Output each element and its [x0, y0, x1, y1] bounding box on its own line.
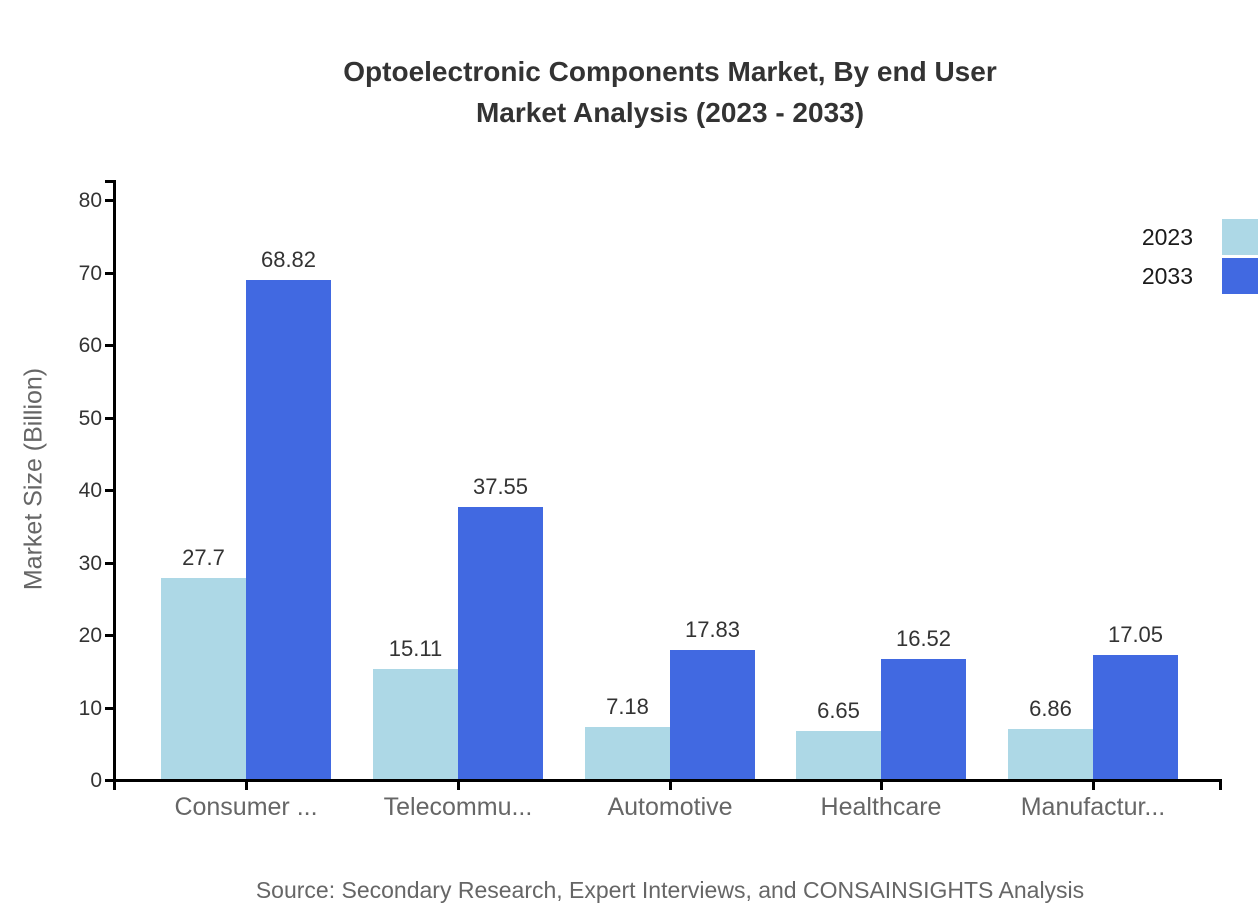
y-tick-label: 60: [78, 334, 102, 357]
bar-2023: [373, 669, 458, 779]
legend-label-2023: 2023: [1141, 223, 1193, 250]
y-axis-end-tick: [105, 180, 113, 183]
value-label: 15.11: [388, 636, 443, 661]
y-tick-label: 10: [78, 697, 102, 720]
legend-swatch-2023: [1222, 219, 1258, 255]
value-label: 6.86: [1029, 696, 1072, 721]
y-tick-label: 80: [78, 189, 102, 212]
legend-swatch-2033: [1222, 258, 1258, 294]
legend-item-2023: 2023: [1142, 219, 1258, 255]
x-axis-right-end-tick: [1219, 782, 1222, 790]
chart-title-line2: Market Analysis (2023 - 2033): [475, 97, 865, 128]
x-axis-left-end-tick: [113, 782, 116, 790]
legend-label-2033: 2033: [1141, 262, 1193, 289]
bar-2033: [1093, 655, 1178, 779]
y-tick: [105, 707, 113, 710]
value-label: 27.7: [182, 545, 225, 570]
value-label: 68.82: [260, 247, 317, 272]
x-axis: [113, 779, 1222, 782]
y-axis: [113, 180, 116, 782]
x-tick: [1092, 782, 1095, 790]
bar-2023: [585, 727, 670, 779]
y-tick: [105, 562, 113, 565]
category-label: Consumer ...: [174, 793, 318, 821]
y-tick-label: 30: [78, 552, 102, 575]
y-tick-label: 70: [78, 262, 102, 285]
bar-2033: [881, 659, 966, 779]
y-tick: [105, 779, 113, 782]
x-tick: [880, 782, 883, 790]
legend-item-2033: 2033: [1142, 258, 1258, 294]
y-tick-label: 0: [90, 769, 102, 792]
source-note: Source: Secondary Research, Expert Inter…: [255, 877, 1085, 903]
category-label: Healthcare: [820, 793, 942, 821]
bar-2023: [796, 731, 881, 779]
category-label: Telecommu...: [383, 793, 533, 821]
y-tick: [105, 344, 113, 347]
category-label: Automotive: [607, 793, 733, 821]
y-tick: [105, 634, 113, 637]
x-tick: [245, 782, 248, 790]
y-tick-label: 20: [78, 624, 102, 647]
chart-title-line1: Optoelectronic Components Market, By end…: [343, 56, 997, 87]
bar-2023: [161, 578, 246, 779]
bar-2023: [1008, 729, 1093, 779]
legend: 2023 2033: [1142, 219, 1258, 297]
x-tick: [669, 782, 672, 790]
value-label: 7.18: [606, 694, 649, 719]
value-label: 17.05: [1107, 622, 1164, 647]
y-tick: [105, 417, 113, 420]
y-tick-label: 50: [78, 407, 102, 430]
y-tick: [105, 489, 113, 492]
value-label: 37.55: [472, 474, 529, 499]
category-label: Manufactur...: [1020, 793, 1166, 821]
x-tick: [457, 782, 460, 790]
bar-2033: [246, 280, 331, 779]
value-label: 17.83: [684, 617, 741, 642]
value-label: 16.52: [895, 626, 952, 651]
value-label: 6.65: [817, 698, 860, 723]
y-tick: [105, 199, 113, 202]
bar-2033: [458, 507, 543, 779]
y-tick-label: 40: [78, 479, 102, 502]
chart-title: Optoelectronic Components Market, By end…: [115, 51, 1225, 133]
y-tick: [105, 272, 113, 275]
bar-2033: [670, 650, 755, 779]
